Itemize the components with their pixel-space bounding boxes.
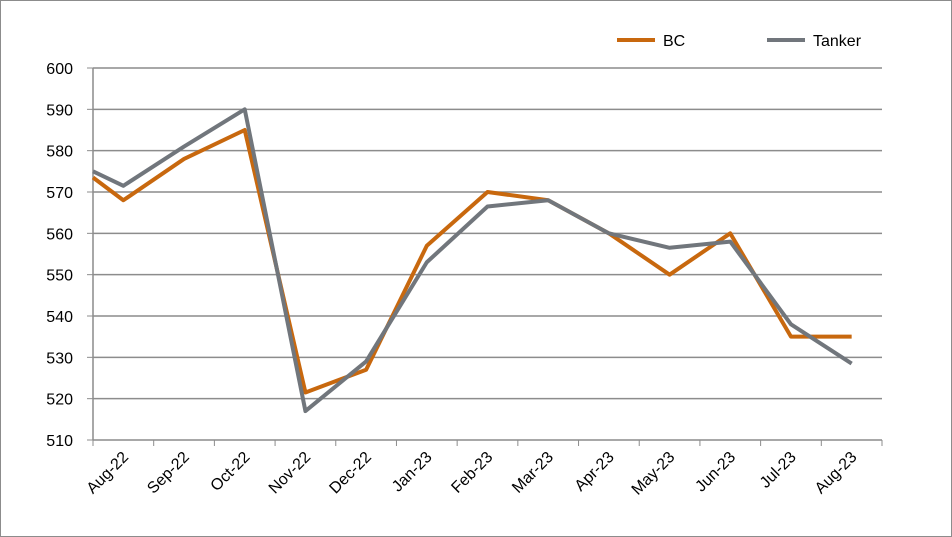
line-series	[91, 128, 852, 395]
y-tick-label: 540	[46, 309, 73, 326]
legend-label: Tanker	[813, 33, 862, 50]
y-tick-label: 560	[46, 226, 73, 243]
y-tick-label: 600	[46, 61, 73, 78]
y-tick-label: 530	[46, 350, 73, 367]
y-tick-label: 590	[46, 102, 73, 119]
y-tick-label: 570	[46, 185, 73, 202]
y-tick-label: 550	[46, 268, 73, 285]
line-series	[92, 107, 853, 414]
y-tick-label: 520	[46, 392, 73, 409]
y-tick-label: 510	[46, 433, 73, 450]
legend-label: BC	[663, 33, 685, 50]
y-tick-label: 580	[46, 144, 73, 161]
